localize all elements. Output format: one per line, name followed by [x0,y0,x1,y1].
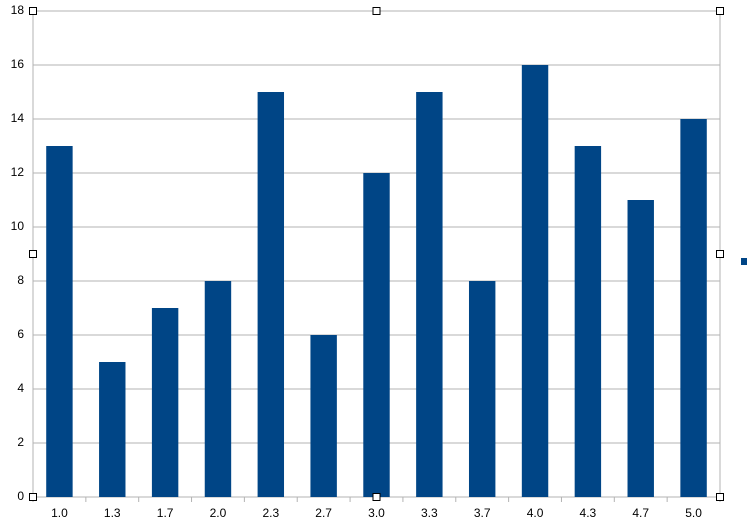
y-tick-label: 16 [11,57,25,71]
y-tick-label: 0 [17,489,24,503]
bar [99,362,126,497]
y-tick-label: 18 [11,3,25,17]
bar [46,146,73,497]
bar [468,281,496,497]
bar [257,92,285,497]
y-tick-label: 12 [11,165,25,179]
y-tick-label: 14 [11,111,25,125]
bar [204,281,232,497]
y-tick-label: 10 [11,219,25,233]
y-tick-label: 8 [17,273,24,287]
selection-handle [372,493,381,501]
selection-handle [29,250,37,258]
plot-area: 0 2 4 6 8 10 12 14 16 18 1.0 1.3 1.7 2.0 2.3 2.7 3.0 3.3 3… [11,3,724,520]
bar [151,308,179,497]
x-tick-label: 2.3 [262,506,279,520]
x-tick-label: 1.7 [157,506,174,520]
x-tick-label: 4.0 [527,506,544,520]
legend-marker [741,258,747,265]
selection-handle [716,493,724,501]
bar [680,119,707,497]
bar [310,335,337,497]
selection-handle [716,7,724,15]
selection-handle [29,493,37,501]
x-tick-label: 3.7 [474,506,491,520]
bar [416,92,443,497]
y-tick-label: 4 [17,381,24,395]
x-tick-label: 3.3 [421,506,438,520]
x-tick-label: 5.0 [685,506,702,520]
bar [521,65,549,497]
x-tick-label: 4.7 [632,506,649,520]
x-tick-label: 1.0 [51,506,68,520]
selection-handle [29,7,37,15]
bar [574,146,602,497]
bar [627,200,654,497]
bar [363,173,390,497]
y-tick-label: 2 [17,435,24,449]
selection-handle [716,250,724,258]
x-tick-label: 2.7 [315,506,332,520]
selection-handle [372,7,381,15]
x-tick-label: 4.3 [580,506,597,520]
x-tick-label: 3.0 [368,506,385,520]
y-tick-label: 6 [17,327,24,341]
x-tick-label: 2.0 [210,506,227,520]
x-tick-label: 1.3 [104,506,121,520]
